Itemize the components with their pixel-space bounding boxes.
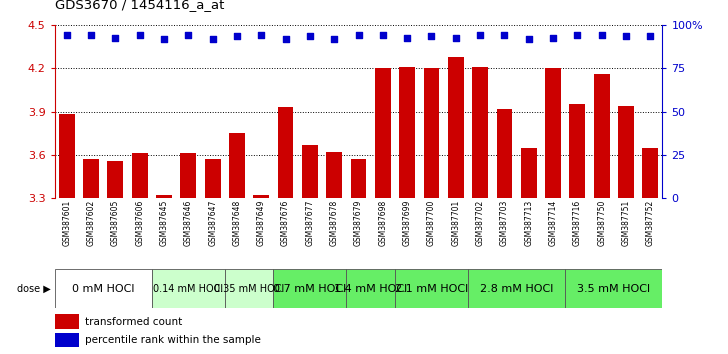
Point (183, 32, 194, 38)
Text: 3.5 mM HOCl: 3.5 mM HOCl (577, 284, 650, 293)
Bar (108, 161, 123, 198)
Bar (521, 148, 537, 198)
Point (207, 36, 218, 42)
Bar (448, 57, 464, 198)
Point (158, 36, 170, 42)
Bar (83, 159, 99, 198)
Bar (545, 68, 561, 198)
Point (232, 34, 243, 39)
Point (85, 32, 97, 38)
Bar (205, 159, 221, 198)
Bar (152, 269, 225, 308)
Bar (225, 269, 274, 308)
Bar (395, 269, 468, 308)
Bar (55, 332, 79, 347)
Bar (277, 107, 293, 198)
Bar (302, 145, 318, 198)
Point (644, 34, 656, 39)
Point (353, 32, 365, 38)
Bar (132, 153, 148, 198)
Text: 0.35 mM HOCl: 0.35 mM HOCl (214, 284, 284, 293)
Bar (347, 269, 395, 308)
Bar (229, 133, 245, 198)
Bar (253, 195, 269, 198)
Bar (181, 153, 197, 198)
Point (475, 32, 486, 38)
Text: 1.4 mM HOCl: 1.4 mM HOCl (334, 284, 408, 293)
Text: GDS3670 / 1454116_a_at: GDS3670 / 1454116_a_at (55, 0, 224, 11)
Point (571, 32, 583, 38)
Text: 0.14 mM HOCl: 0.14 mM HOCl (154, 284, 223, 293)
Point (377, 32, 389, 38)
Point (110, 35, 122, 41)
Bar (59, 114, 75, 198)
Bar (565, 269, 662, 308)
Point (256, 32, 267, 38)
Bar (468, 269, 565, 308)
Bar (156, 195, 172, 198)
Bar (351, 159, 366, 198)
Bar (618, 106, 634, 198)
Bar (569, 104, 585, 198)
Point (450, 35, 462, 41)
Point (499, 32, 510, 38)
Point (61, 32, 73, 38)
Text: 2.1 mM HOCl: 2.1 mM HOCl (395, 284, 468, 293)
Point (620, 34, 632, 39)
Bar (594, 74, 609, 198)
Bar (55, 269, 152, 308)
Point (134, 32, 146, 38)
Point (401, 35, 413, 41)
Bar (424, 68, 440, 198)
Bar (274, 269, 347, 308)
Text: transformed count: transformed count (85, 316, 182, 327)
Text: percentile rank within the sample: percentile rank within the sample (85, 335, 261, 345)
Text: dose ▶: dose ▶ (17, 284, 51, 293)
Point (304, 34, 316, 39)
Bar (326, 152, 342, 198)
Bar (375, 68, 391, 198)
Bar (642, 148, 658, 198)
Point (426, 34, 438, 39)
Point (328, 36, 340, 42)
Bar (55, 314, 79, 329)
Bar (496, 109, 513, 198)
Text: 2.8 mM HOCl: 2.8 mM HOCl (480, 284, 553, 293)
Point (596, 32, 608, 38)
Text: 0 mM HOCl: 0 mM HOCl (72, 284, 135, 293)
Text: 0.7 mM HOCl: 0.7 mM HOCl (273, 284, 347, 293)
Point (547, 35, 559, 41)
Point (280, 36, 291, 42)
Bar (399, 67, 415, 198)
Bar (472, 67, 488, 198)
Point (523, 36, 534, 42)
